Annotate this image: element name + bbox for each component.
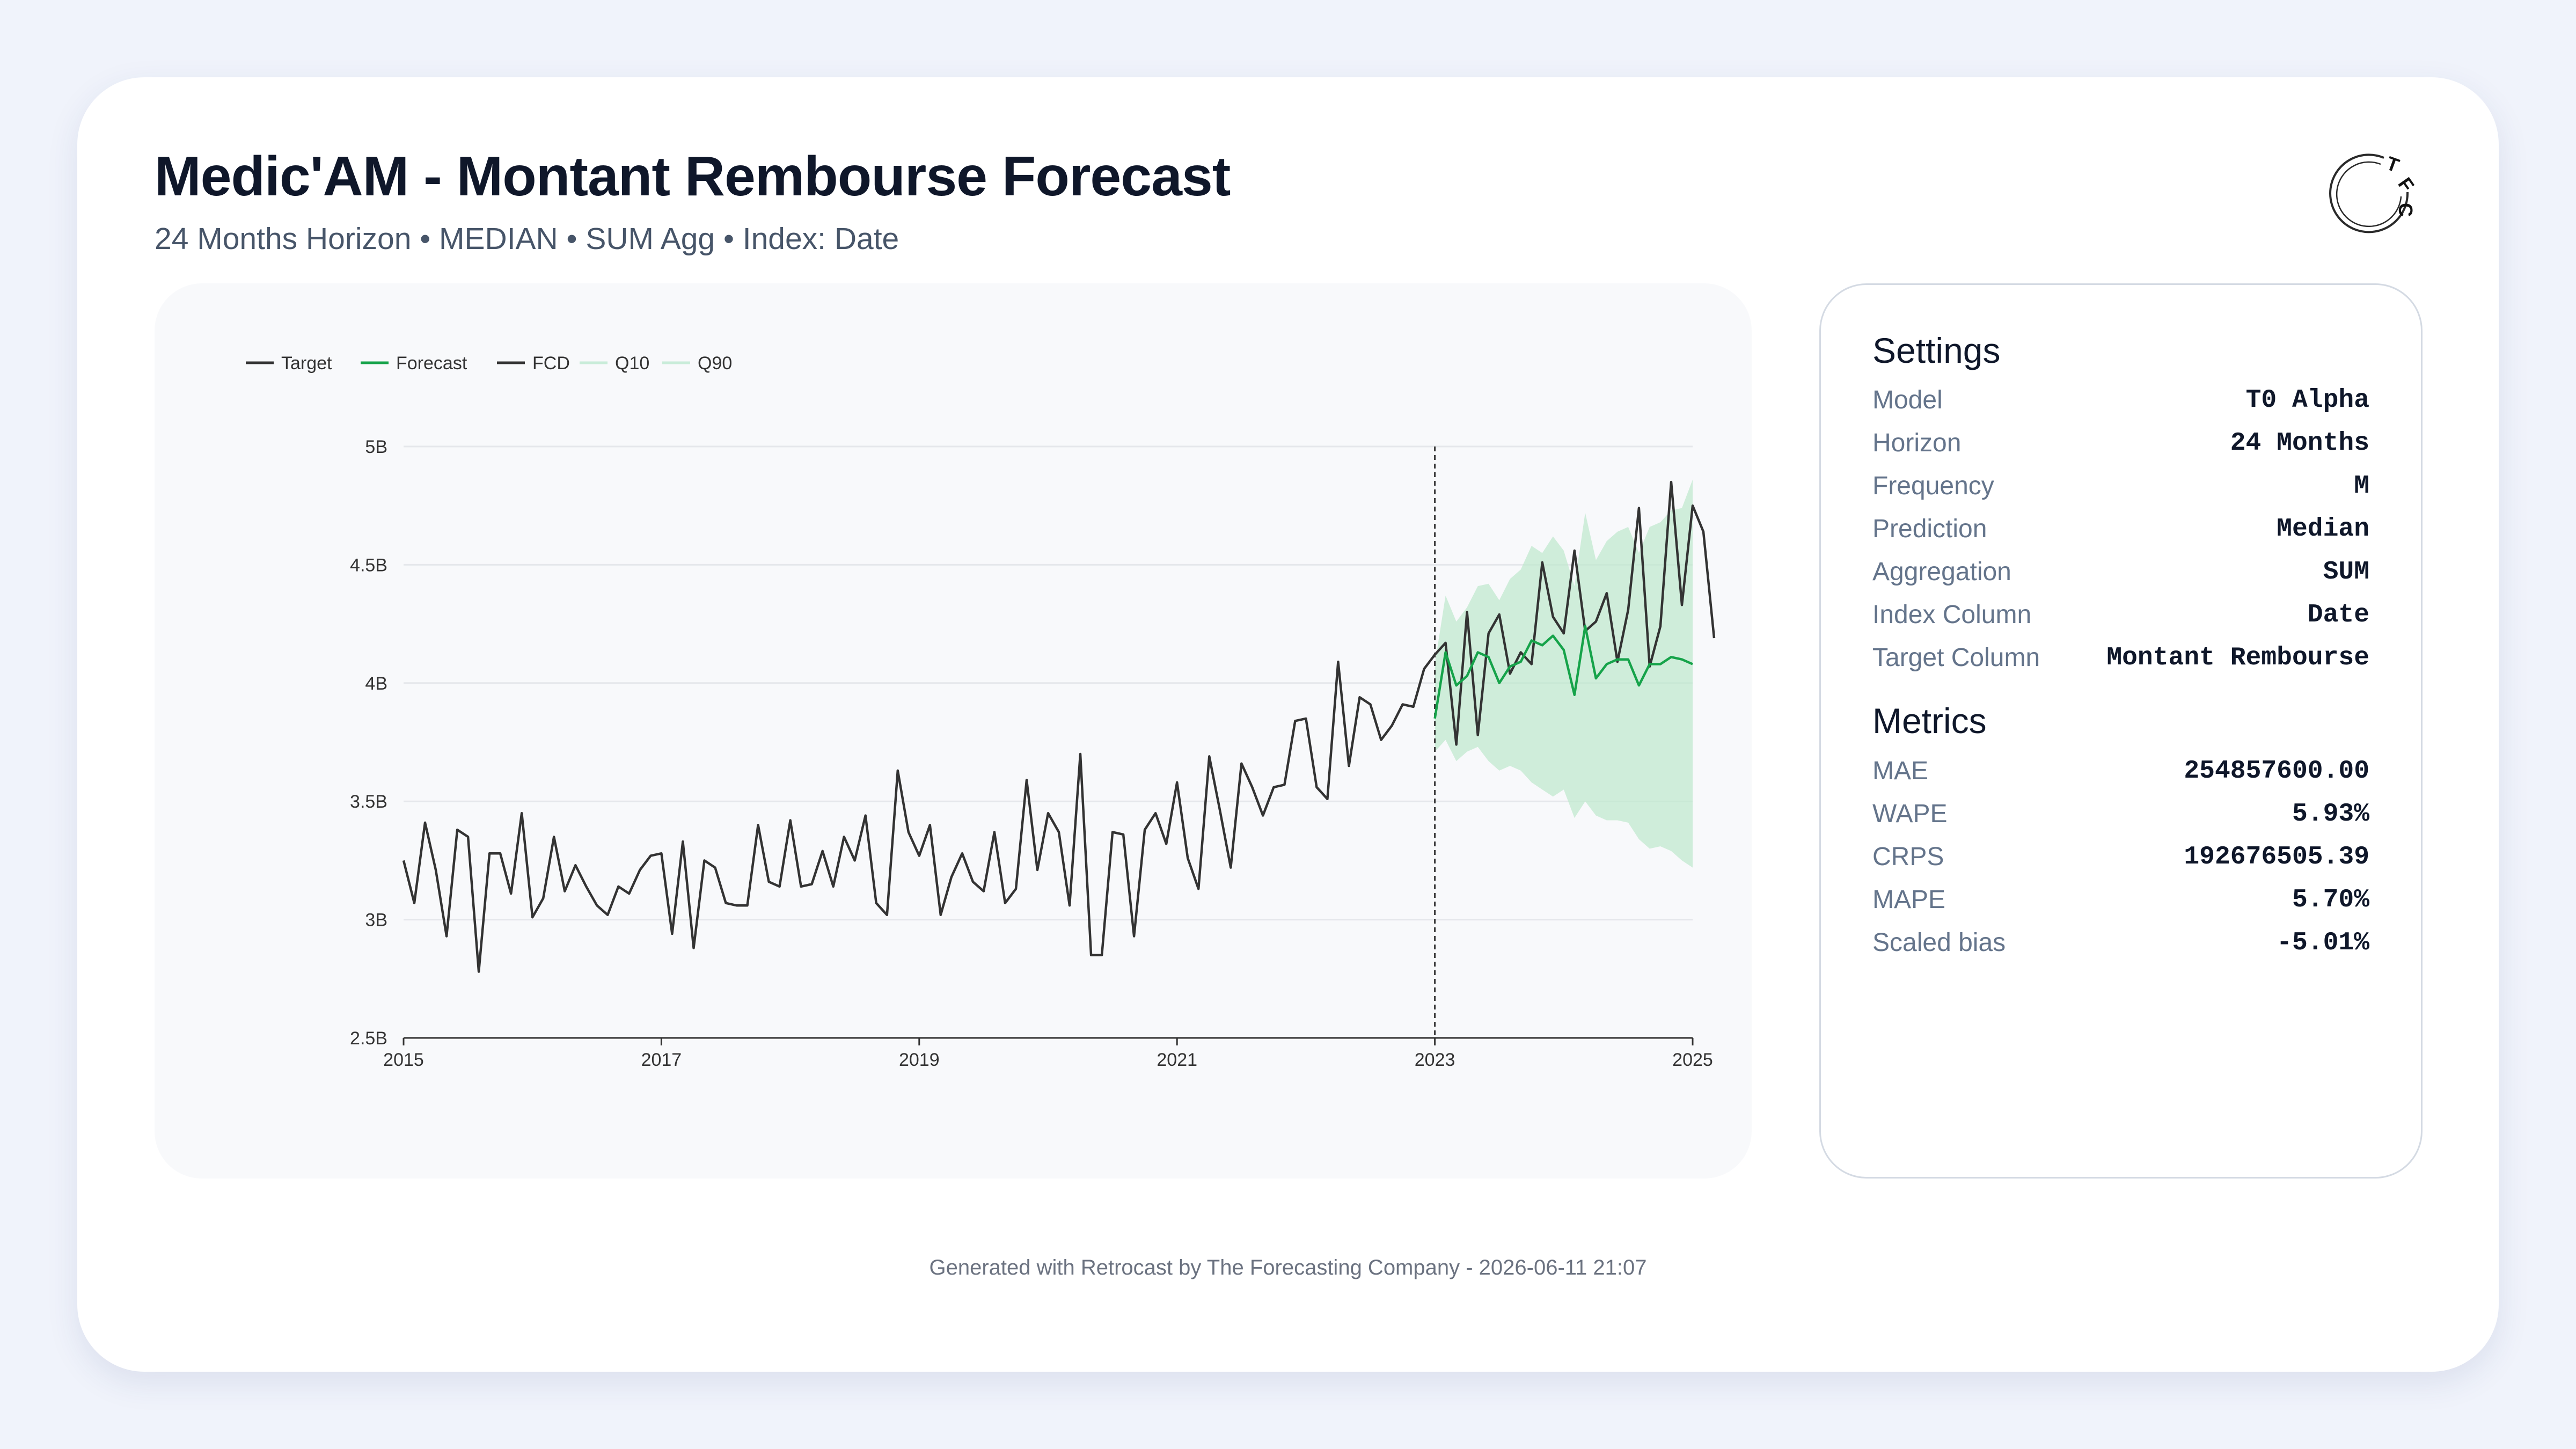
settings-row: Target Column Montant Rembourse	[1872, 636, 2369, 679]
settings-title: Settings	[1872, 331, 2001, 370]
settings-key: Aggregation	[1872, 558, 2011, 586]
metrics-title: Metrics	[1872, 701, 1987, 741]
settings-key: Horizon	[1872, 429, 1962, 457]
settings-row: Model T0 Alpha	[1872, 379, 2369, 422]
settings-key: Target Column	[1872, 643, 2040, 672]
metric-value: 5.93%	[2292, 800, 2369, 829]
legend-item: FCD	[532, 353, 570, 374]
forecast-line	[1433, 625, 1693, 719]
metric-key: Scaled bias	[1872, 928, 2006, 957]
settings-value: 24 Months	[2230, 429, 2369, 458]
settings-value: Median	[2277, 515, 2369, 544]
settings-key: Index Column	[1872, 601, 2032, 629]
settings-row: Index Column Date	[1872, 594, 2369, 636]
settings-key: Model	[1872, 386, 1943, 414]
settings-row: Horizon 24 Months	[1872, 422, 2369, 465]
settings-value: Date	[2307, 601, 2369, 630]
x-tick-label: 2017	[641, 1050, 682, 1070]
metric-value: 254857600.00	[2184, 757, 2369, 786]
settings-key: Prediction	[1872, 515, 1987, 543]
x-tick-label: 2019	[899, 1050, 940, 1070]
settings-value: SUM	[2323, 558, 2369, 587]
svg-text:C: C	[2395, 203, 2417, 217]
metric-row: MAPE 5.70%	[1872, 879, 2369, 921]
target-line	[402, 480, 1716, 973]
metric-value: -5.01%	[2277, 928, 2369, 957]
metric-row: MAE 254857600.00	[1872, 750, 2369, 793]
legend-item: Target	[281, 353, 332, 374]
y-tick-label: 4.5B	[350, 555, 387, 575]
legend-item: Q10	[615, 353, 649, 374]
metric-row: Scaled bias -5.01%	[1872, 921, 2369, 964]
forecast-chart: 2.5B 3B 3.5B 4B 4.5B 5B 2015 2017 2019 2021 2023 20…	[246, 353, 1716, 1070]
metric-key: CRPS	[1872, 843, 1944, 871]
y-tick-label: 3B	[365, 910, 387, 931]
footer-note: Generated with Retrocast by The Forecast…	[929, 1256, 1647, 1279]
settings-panel: Settings Model T0 Alpha Horizon 24 Months Fr…	[1819, 283, 2423, 1179]
x-tick-label: 2021	[1157, 1050, 1197, 1070]
metric-value: 5.70%	[2292, 885, 2369, 914]
metric-value: 192676505.39	[2184, 843, 2369, 872]
settings-row: Prediction Median	[1872, 508, 2369, 551]
settings-key: Frequency	[1872, 472, 1994, 500]
svg-text:T: T	[2383, 152, 2402, 177]
x-tick-label: 2025	[1672, 1050, 1713, 1070]
x-tick-label: 2023	[1415, 1050, 1455, 1070]
metric-row: CRPS 192676505.39	[1872, 836, 2369, 879]
report-card: Medic'AM - Montant Rembourse Forecast 24…	[77, 77, 2499, 1372]
y-tick-label: 4B	[365, 674, 387, 694]
settings-value: M	[2354, 472, 2369, 501]
y-tick-label: 5B	[365, 437, 387, 457]
y-tick-label: 2.5B	[350, 1028, 387, 1049]
metric-row: WAPE 5.93%	[1872, 793, 2369, 836]
settings-row: Frequency M	[1872, 465, 2369, 508]
metric-key: MAPE	[1872, 885, 1946, 914]
svg-text:F: F	[2394, 173, 2417, 196]
tfc-logo: T F C	[2329, 152, 2417, 233]
metric-key: MAE	[1872, 757, 1929, 785]
legend-item: Q90	[698, 353, 732, 374]
page-subtitle: 24 Months Horizon • MEDIAN • SUM Agg • I…	[155, 222, 899, 256]
chart-panel: 2.5B 3B 3.5B 4B 4.5B 5B 2015 2017 2019 2021 2023 20…	[155, 283, 1752, 1179]
q10-q90-band	[1435, 479, 1693, 868]
x-tick-label: 2015	[383, 1050, 424, 1070]
page-title: Medic'AM - Montant Rembourse Forecast	[155, 145, 1231, 208]
metric-key: WAPE	[1872, 800, 1948, 828]
legend-item: Forecast	[396, 353, 467, 374]
settings-row: Aggregation SUM	[1872, 551, 2369, 594]
settings-value: Montant Rembourse	[2106, 643, 2369, 672]
y-tick-label: 3.5B	[350, 792, 387, 812]
settings-value: T0 Alpha	[2245, 386, 2369, 415]
